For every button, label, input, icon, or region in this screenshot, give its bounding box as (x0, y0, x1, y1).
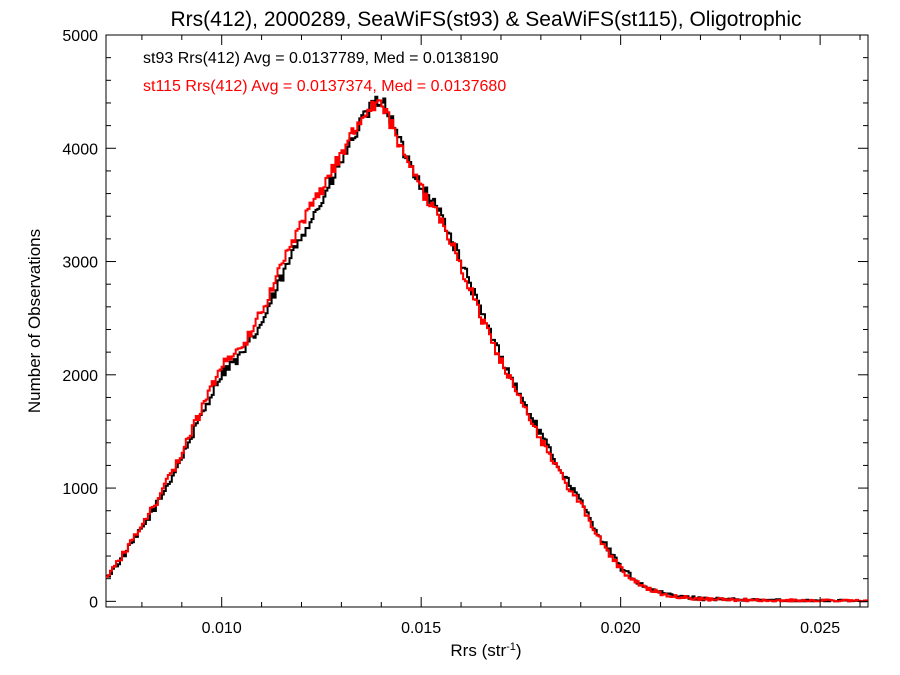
y-tick-label: 3000 (62, 255, 98, 272)
x-tick-label: 0.025 (800, 620, 840, 637)
series-line-0 (106, 95, 868, 603)
y-tick-label: 2000 (62, 368, 98, 385)
annotation-st115: st115 Rrs(412) Avg = 0.0137374, Med = 0.… (143, 78, 506, 95)
y-axis-label: Number of Observations (25, 229, 44, 413)
y-tick-label: 4000 (62, 141, 98, 158)
y-tick-label: 5000 (62, 28, 98, 45)
y-tick-label: 1000 (62, 481, 98, 498)
y-tick-label: 0 (89, 594, 98, 611)
plot-frame (105, 34, 869, 608)
annotation-st93: st93 Rrs(412) Avg = 0.0137789, Med = 0.0… (143, 50, 499, 67)
x-tick-label: 0.015 (401, 620, 441, 637)
chart-title: Rrs(412), 2000289, SeaWiFS(st93) & SeaWi… (170, 8, 801, 31)
series-line-1 (106, 99, 868, 603)
x-axis-label-end: ) (516, 641, 522, 660)
x-tick-label: 0.020 (601, 620, 641, 637)
x-axis-label: Rrs (str-1) (450, 641, 521, 660)
x-tick-label: 0.010 (202, 620, 242, 637)
x-axis-label-sup: -1 (506, 641, 516, 653)
x-axis-label-main: Rrs (str (450, 641, 506, 660)
